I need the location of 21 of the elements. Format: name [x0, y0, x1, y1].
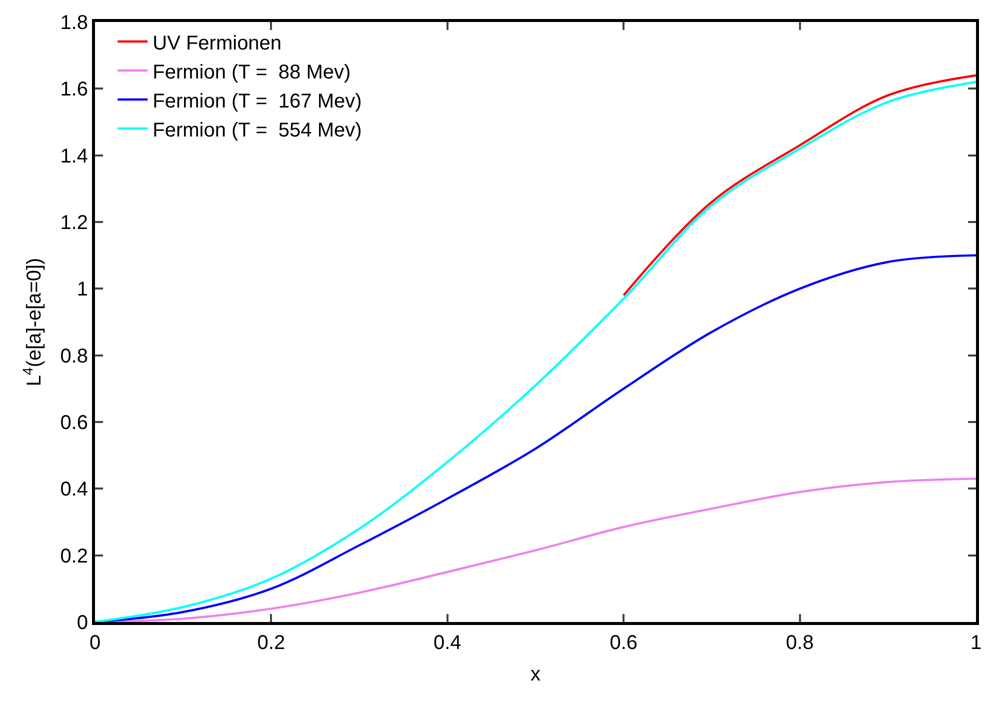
- legend-label: UV Fermionen: [152, 32, 282, 54]
- y-tick-label: 0.2: [60, 545, 88, 568]
- x-tick-label: 0.2: [257, 632, 286, 654]
- y-tick-label: 0: [76, 612, 88, 634]
- x-axis-title: x: [530, 664, 540, 686]
- legend-label: Fermion (T = 554 Mev): [152, 119, 362, 142]
- y-tick-label: 0.8: [60, 345, 88, 368]
- legend-label: Fermion (T = 88 Mev): [152, 61, 351, 84]
- line-series: [622, 74, 976, 296]
- y-tick-label: 1.8: [60, 12, 88, 34]
- y-tick-label: 1: [76, 278, 88, 301]
- y-tick-label: 1.6: [60, 78, 88, 101]
- y-tick-label: 0.4: [60, 478, 88, 501]
- y-tick-label: 1.4: [60, 145, 88, 168]
- y-tick-label: 0.6: [60, 412, 88, 434]
- x-tick-label: 0.4: [433, 632, 462, 654]
- x-tick-label: 0.6: [610, 632, 638, 654]
- legend-label: Fermion (T = 167 Mev): [152, 90, 362, 112]
- x-tick-label: 1: [970, 632, 982, 654]
- y-tick-label: 1.2: [60, 212, 88, 234]
- x-tick-label: 0.8: [786, 632, 814, 654]
